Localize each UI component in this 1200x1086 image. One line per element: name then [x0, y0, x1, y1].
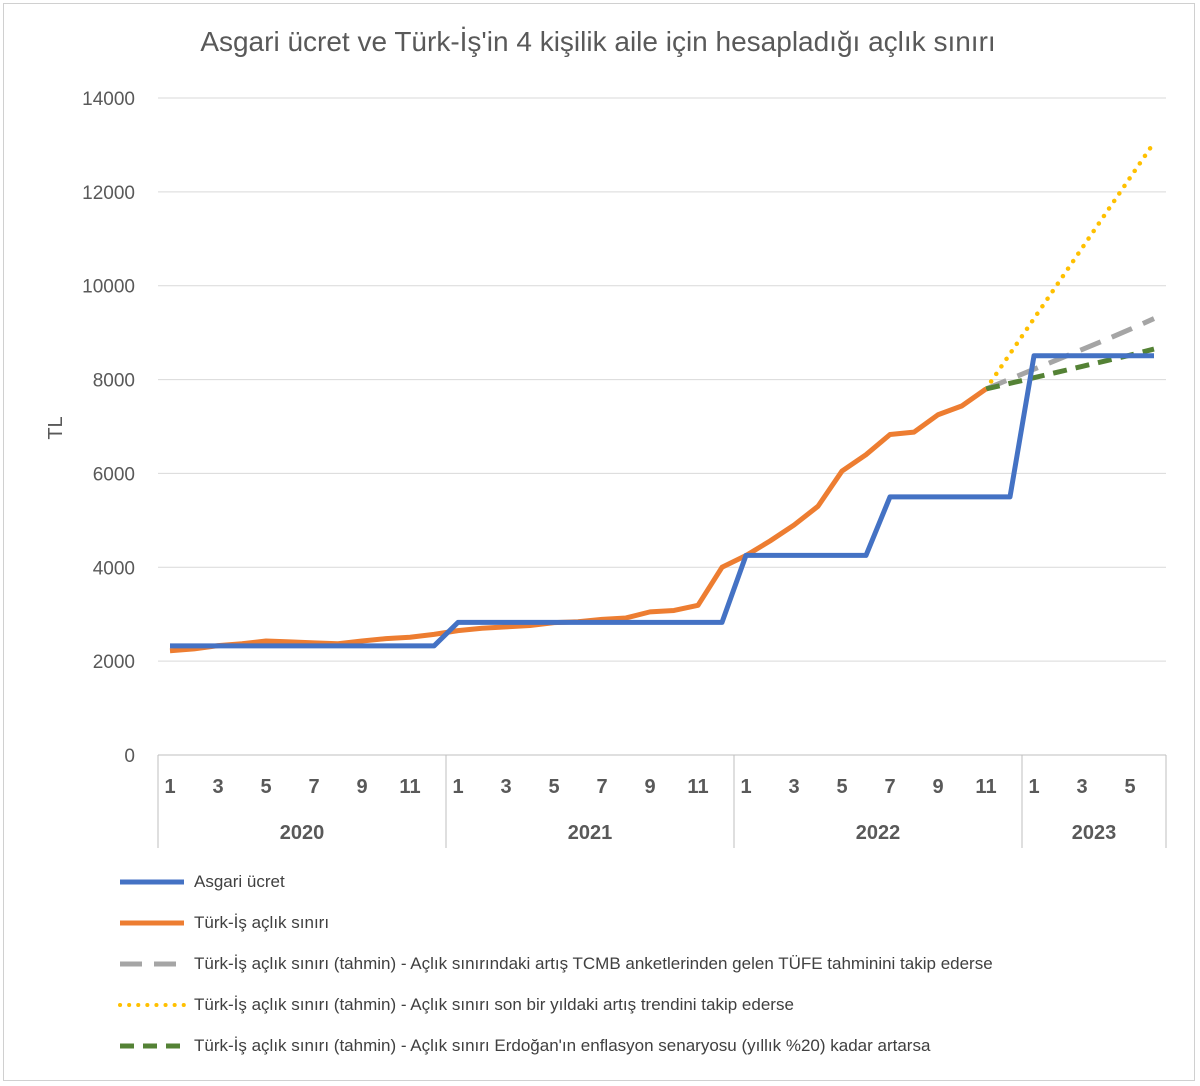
- y-axis-label: TL: [45, 416, 67, 439]
- series-line-1: [169, 386, 988, 654]
- y-tick-label: 6000: [93, 464, 135, 485]
- legend-item: Asgari ücret: [118, 872, 285, 892]
- series-line-2: [985, 316, 1156, 392]
- chart-plot: 0 2000 4000 6000 8000 10000 12000 14000 TL 1 3 5 7 9 1…: [45, 89, 1167, 848]
- x-tick-month: 9: [644, 776, 655, 798]
- x-tick-month: 11: [975, 776, 996, 798]
- series-line-0: [170, 353, 1154, 649]
- legend-label: Türk-İş açlık sınırı (tahmin) - Açlık sı…: [194, 1036, 931, 1055]
- y-tick-label: 2000: [93, 652, 135, 673]
- y-tick-label: 14000: [82, 89, 135, 110]
- x-tick-month: 11: [399, 776, 420, 798]
- legend-item: Türk-İş açlık sınırı (tahmin) - Açlık sı…: [118, 954, 993, 974]
- x-tick-month: 1: [452, 776, 463, 798]
- legend-item: Türk-İş açlık sınırı (tahmin) - Açlık sı…: [118, 995, 794, 1015]
- x-tick-month: 9: [932, 776, 943, 798]
- legend-swatch: [120, 879, 184, 885]
- legend-item: Türk-İş açlık sınırı (tahmin) - Açlık sı…: [118, 1036, 930, 1056]
- legend-swatch: [120, 1043, 184, 1049]
- legend-label: Türk-İş açlık sınırı (tahmin) - Açlık sı…: [194, 995, 794, 1014]
- series-line-3: [983, 140, 1157, 392]
- y-tick-label: 8000: [93, 371, 135, 392]
- legend-label: Türk-İş açlık sınırı: [194, 913, 330, 932]
- y-tick-label: 10000: [82, 277, 135, 298]
- x-tick-month: 1: [164, 776, 175, 798]
- x-tick-year: 2022: [856, 822, 901, 844]
- x-tick-month: 3: [788, 776, 799, 798]
- x-tick-month: 5: [548, 776, 559, 798]
- x-tick-month: 1: [1028, 776, 1039, 798]
- y-tick-label: 12000: [82, 183, 135, 204]
- legend-swatch: [120, 920, 184, 926]
- x-tick-month: 7: [884, 776, 895, 798]
- x-tick-month: 9: [356, 776, 367, 798]
- legend-swatch: [118, 1003, 186, 1007]
- x-tick-month: 5: [1124, 776, 1135, 798]
- x-tick-month: 5: [836, 776, 847, 798]
- x-tick-month: 3: [500, 776, 511, 798]
- x-tick-month: 7: [308, 776, 319, 798]
- y-tick-label: 4000: [93, 558, 135, 579]
- x-tick-year: 2021: [568, 822, 613, 844]
- x-tick-month: 7: [596, 776, 607, 798]
- x-tick-year: 2023: [1072, 822, 1117, 844]
- legend-swatch: [120, 961, 184, 967]
- legend-item: Türk-İş açlık sınırı: [118, 913, 329, 933]
- x-tick-month: 1: [740, 776, 751, 798]
- x-tick-year: 2020: [280, 822, 325, 844]
- x-tick-month: 11: [687, 776, 708, 798]
- x-tick-month: 5: [260, 776, 271, 798]
- legend-label: Türk-İş açlık sınırı (tahmin) - Açlık sı…: [194, 954, 993, 973]
- x-tick-month: 3: [1076, 776, 1087, 798]
- x-tick-month: 3: [212, 776, 223, 798]
- chart-frame: [3, 3, 1195, 1081]
- y-tick-label: 0: [124, 746, 135, 767]
- chart-title: Asgari ücret ve Türk-İş'in 4 kişilik ail…: [200, 26, 996, 57]
- legend-label: Asgari ücret: [194, 872, 285, 891]
